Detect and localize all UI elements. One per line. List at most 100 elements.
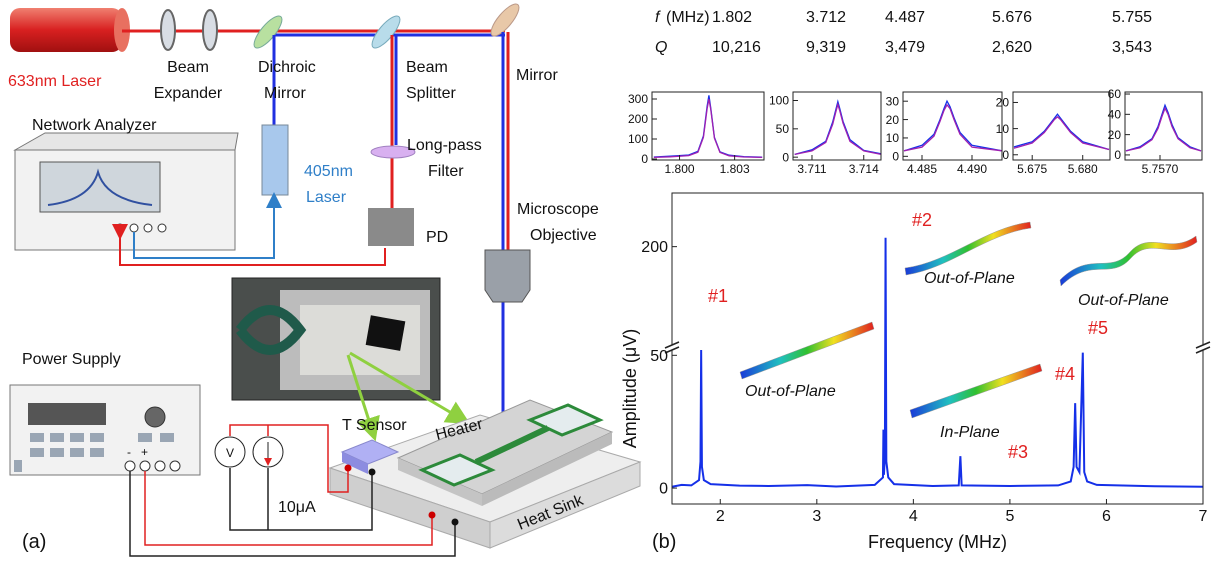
x-tick-label: 5.675 bbox=[1017, 162, 1047, 176]
contact bbox=[429, 512, 436, 519]
y-tick-label: 300 bbox=[628, 92, 648, 106]
y-tick-label: 0 bbox=[659, 481, 668, 498]
label: + bbox=[141, 445, 148, 459]
y-tick-label: 40 bbox=[1108, 108, 1122, 122]
y-tick-label: 0 bbox=[782, 150, 789, 164]
curve bbox=[654, 99, 762, 157]
y-tick-label: 0 bbox=[1002, 148, 1009, 162]
x-tick-label: 7 bbox=[1199, 508, 1208, 525]
terminal bbox=[125, 461, 135, 471]
table-cell: 5.755 bbox=[1112, 9, 1152, 26]
label: Microscope bbox=[517, 201, 599, 218]
peak-label: #5 bbox=[1088, 318, 1108, 338]
label: Network Analyzer bbox=[32, 117, 157, 134]
table-cell: 9,319 bbox=[806, 39, 846, 56]
x-tick-label: 6 bbox=[1102, 508, 1111, 525]
x-tick-label: 3.714 bbox=[849, 162, 879, 176]
table-cell: 10,216 bbox=[712, 39, 761, 56]
row-label: f bbox=[655, 9, 661, 26]
contact bbox=[369, 469, 376, 476]
analyzer-top bbox=[15, 133, 238, 150]
x-tick-label: 5 bbox=[1005, 508, 1014, 525]
x-tick-label: 3.711 bbox=[797, 162, 826, 176]
label: Power Supply bbox=[22, 351, 121, 368]
label: Beam bbox=[406, 59, 448, 76]
mode-label: Out-of-Plane bbox=[924, 270, 1015, 287]
label: 10μA bbox=[278, 499, 316, 516]
x-tick-label: 1.803 bbox=[720, 162, 750, 176]
contact bbox=[452, 519, 459, 526]
y-tick-label: 0 bbox=[641, 152, 648, 166]
row-label: Q bbox=[655, 39, 667, 56]
port bbox=[116, 224, 124, 232]
curve bbox=[795, 102, 881, 155]
y-tick-label: 100 bbox=[628, 132, 648, 146]
plot-frame bbox=[1125, 92, 1202, 160]
peak-label: #4 bbox=[1055, 364, 1075, 384]
y-tick-label: 50 bbox=[776, 122, 790, 136]
mode-label: Out-of-Plane bbox=[745, 383, 836, 400]
label: Dichroic bbox=[258, 59, 316, 76]
label: Beam bbox=[167, 59, 209, 76]
mode-shape bbox=[740, 322, 874, 379]
y-tick-label: 200 bbox=[641, 239, 668, 256]
x-tick-label: 5.7570 bbox=[1142, 162, 1179, 176]
x-tick-label: 5.680 bbox=[1068, 162, 1098, 176]
y-axis-title: Amplitude (μV) bbox=[620, 329, 640, 448]
label: PD bbox=[426, 229, 448, 246]
x-tick-label: 3 bbox=[812, 508, 821, 525]
setup-diagram: 633nm Laser Beam Expander Dichroic Mirro… bbox=[8, 0, 640, 556]
label: 633nm Laser bbox=[8, 73, 102, 90]
plot-frame bbox=[1013, 92, 1110, 160]
x-tick-label: 4.490 bbox=[957, 162, 987, 176]
laser-633 bbox=[10, 8, 122, 52]
peak-label: #3 bbox=[1008, 442, 1028, 462]
lens bbox=[203, 10, 217, 50]
table-cell: 3.712 bbox=[806, 9, 846, 26]
label: V bbox=[226, 446, 234, 460]
curve bbox=[1126, 108, 1201, 151]
ps-display bbox=[28, 403, 106, 425]
table-cell: 5.676 bbox=[992, 9, 1032, 26]
peak-label: #2 bbox=[912, 210, 932, 230]
label: Objective bbox=[530, 227, 597, 244]
label: T Sensor bbox=[342, 417, 407, 434]
y-tick-label: 100 bbox=[769, 94, 789, 108]
figure: 633nm Laser Beam Expander Dichroic Mirro… bbox=[0, 0, 1221, 561]
curve bbox=[904, 101, 1002, 151]
y-tick-label: 0 bbox=[892, 150, 899, 164]
table-cell: 1.802 bbox=[712, 9, 752, 26]
x-axis-title: Frequency (MHz) bbox=[868, 532, 1007, 552]
label: Mirror bbox=[516, 67, 558, 84]
panel-label: (a) bbox=[22, 531, 46, 553]
label: Splitter bbox=[406, 85, 456, 102]
table-cell: 4.487 bbox=[885, 9, 925, 26]
label: Long-pass bbox=[407, 137, 482, 154]
mode-shape bbox=[1060, 236, 1197, 286]
objective bbox=[485, 250, 530, 302]
mode-label: Out-of-Plane bbox=[1078, 292, 1169, 309]
lens bbox=[161, 10, 175, 50]
table-cell: 3,543 bbox=[1112, 39, 1152, 56]
y-tick-label: 10 bbox=[996, 122, 1010, 136]
row-unit: (MHz) bbox=[666, 9, 710, 26]
peak-label: #1 bbox=[708, 286, 728, 306]
y-tick-label: 50 bbox=[650, 348, 668, 365]
port bbox=[158, 224, 166, 232]
label: 405nm bbox=[304, 163, 353, 180]
y-tick-label: 20 bbox=[1108, 128, 1122, 142]
plot-frame bbox=[903, 92, 1002, 160]
y-tick-label: 20 bbox=[886, 113, 900, 127]
x-tick-label: 1.800 bbox=[665, 162, 695, 176]
terminal bbox=[140, 461, 150, 471]
curve bbox=[795, 104, 881, 154]
laser-405 bbox=[262, 125, 288, 195]
plot-frame bbox=[793, 92, 881, 160]
terminal bbox=[155, 461, 165, 471]
photodetector bbox=[368, 208, 414, 246]
y-tick-label: 0 bbox=[1114, 148, 1121, 162]
table-cell: 3,479 bbox=[885, 39, 925, 56]
x-tick-label: 4 bbox=[909, 508, 918, 525]
y-tick-label: 200 bbox=[628, 112, 648, 126]
x-tick-label: 4.485 bbox=[907, 162, 937, 176]
